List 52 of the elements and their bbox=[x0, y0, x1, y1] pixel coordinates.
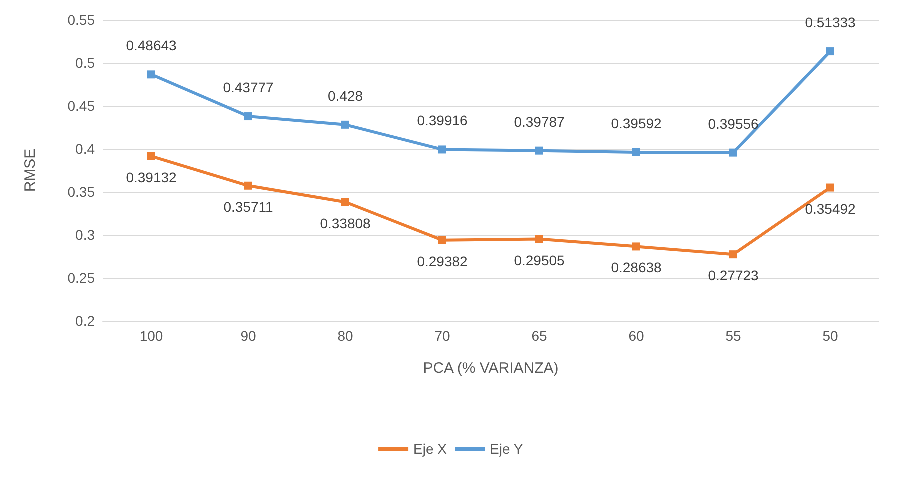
x-tick-label: 90 bbox=[240, 328, 256, 344]
point bbox=[342, 198, 350, 206]
point bbox=[244, 182, 252, 190]
y-tick-label: 0.3 bbox=[76, 227, 96, 243]
point bbox=[342, 120, 350, 129]
data-label: 0.29505 bbox=[514, 252, 566, 268]
point bbox=[536, 235, 544, 244]
data-label: 0.428 bbox=[328, 88, 364, 104]
data-label: 0.27723 bbox=[708, 268, 760, 284]
data-label: 0.39132 bbox=[126, 169, 178, 186]
legend-label: Eje Y bbox=[490, 441, 524, 457]
point bbox=[632, 148, 640, 157]
y-tick-label: 0.35 bbox=[68, 184, 96, 200]
point bbox=[730, 148, 738, 157]
data-label: 0.39592 bbox=[611, 116, 662, 132]
point bbox=[536, 146, 544, 155]
data-label: 0.29382 bbox=[417, 253, 468, 270]
x-tick-label: 55 bbox=[726, 328, 742, 344]
point bbox=[826, 48, 834, 56]
point bbox=[438, 236, 446, 244]
data-label: 0.39916 bbox=[417, 112, 468, 129]
y-tick-label: 0.55 bbox=[68, 12, 96, 28]
x-axis-title: PCA (% VARIANZA) bbox=[423, 360, 559, 377]
data-label: 0.33808 bbox=[320, 215, 372, 232]
point bbox=[632, 242, 640, 251]
y-tick-label: 0.45 bbox=[68, 98, 96, 114]
point bbox=[826, 184, 834, 192]
data-label: 0.35492 bbox=[805, 200, 856, 217]
x-tick-label: 50 bbox=[822, 328, 838, 344]
y-tick-label: 0.2 bbox=[76, 313, 96, 329]
x-tick-label: 70 bbox=[434, 328, 450, 344]
x-tick-label: 80 bbox=[338, 328, 354, 344]
point bbox=[244, 112, 252, 121]
data-label: 0.43777 bbox=[223, 80, 274, 96]
point bbox=[148, 152, 156, 160]
y-tick-label: 0.25 bbox=[68, 270, 96, 286]
data-label: 0.51333 bbox=[805, 14, 856, 31]
data-label: 0.39787 bbox=[514, 114, 566, 130]
y-axis-title: RMSE bbox=[22, 148, 39, 192]
x-tick-label: 65 bbox=[532, 328, 548, 344]
point bbox=[438, 146, 446, 154]
data-label: 0.28638 bbox=[611, 260, 662, 276]
point bbox=[148, 70, 156, 79]
point bbox=[730, 250, 738, 259]
x-tick-label: 100 bbox=[140, 328, 164, 344]
y-tick-label: 0.5 bbox=[76, 55, 96, 71]
data-label: 0.35711 bbox=[224, 198, 274, 215]
x-tick-label: 60 bbox=[628, 328, 644, 344]
data-label: 0.48643 bbox=[126, 38, 178, 54]
legend-label: Eje X bbox=[414, 441, 448, 457]
y-tick-label: 0.4 bbox=[76, 141, 96, 157]
data-label: 0.39556 bbox=[708, 116, 760, 132]
